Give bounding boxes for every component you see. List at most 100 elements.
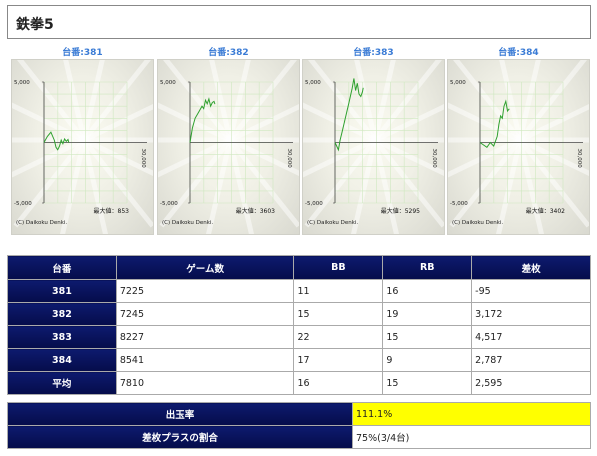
background-ray: [17, 60, 86, 142]
series-line: [334, 78, 364, 152]
graph-381[interactable]: 台番:381 5,000 -5,000 30,000 最大値：853 (C) Dai…: [11, 45, 154, 235]
background-ray: [518, 137, 589, 177]
cell-games: 8541: [115, 348, 295, 372]
background-ray: [308, 60, 377, 142]
col-header-diff: 差枚: [471, 255, 591, 280]
machine-table: 台番 ゲーム数 BB RB 差枚 381 7225 11 16 -95 382 …: [7, 255, 591, 395]
graph-panel: 5,000 -5,000 30,000 最大値：3402 (C) Daikoku D…: [447, 59, 590, 235]
y-tick-label: 5,000: [160, 80, 176, 86]
copyright: (C) Daikoku Denki.: [452, 220, 504, 226]
max-value-label: 最大値：3402: [525, 208, 565, 215]
col-header-games: ゲーム数: [115, 255, 295, 280]
graph-svg: 5,000 -5,000 30,000: [12, 60, 153, 234]
plus-ratio-label: 差枚プラスの割合: [7, 425, 353, 449]
graph-svg: 5,000 -5,000 30,000: [303, 60, 444, 234]
background-ray: [12, 102, 86, 143]
background-ray: [373, 137, 444, 177]
background-ray: [81, 60, 105, 141]
cell-diff: 2,787: [471, 348, 591, 372]
row-id: 平均: [7, 371, 117, 395]
cell-bb: 17: [293, 348, 384, 372]
cell-diff: -95: [471, 279, 591, 303]
plus-ratio-value: 75%(3/4台): [352, 425, 591, 449]
row-id: 383: [7, 325, 117, 349]
copyright: (C) Daikoku Denki.: [307, 220, 359, 226]
col-header-rb: RB: [382, 255, 473, 280]
summary-table: 出玉率 111.1% 差枚プラスの割合 75%(3/4台): [7, 402, 591, 449]
background-ray: [158, 137, 232, 178]
graph-label[interactable]: 台番:383: [353, 48, 394, 58]
background-ray: [81, 139, 109, 234]
series-line: [43, 131, 70, 151]
background-ray: [372, 60, 396, 141]
graph-383[interactable]: 台番:383 5,000 -5,000 30,000 最大値：5295 (C) Da…: [302, 45, 445, 235]
y-tick-label: 5,000: [450, 80, 466, 86]
x-tick-label: 30,000: [286, 149, 292, 169]
x-tick-label: 30,000: [576, 149, 582, 169]
background-ray: [517, 60, 541, 141]
table-row: 384 8541 17 9 2,787: [7, 348, 591, 372]
background-ray: [448, 137, 522, 178]
background-ray: [518, 103, 589, 143]
summary-row-plus: 差枚プラスの割合 75%(3/4台): [7, 425, 591, 449]
background-ray: [228, 60, 297, 142]
y-tick-label: -5,000: [450, 201, 468, 207]
payout-value: 111.1%: [352, 402, 591, 426]
col-header-bb: BB: [293, 255, 384, 280]
table-header-row: 台番 ゲーム数 BB RB 差枚: [7, 255, 591, 280]
graph-panel: 5,000 -5,000 30,000 最大値：853 (C) Daikoku De…: [11, 59, 154, 235]
background-ray: [82, 103, 153, 143]
table-row: 383 8227 22 15 4,517: [7, 325, 591, 349]
cell-bb: 16: [293, 371, 384, 395]
graph-label[interactable]: 台番:384: [498, 48, 539, 58]
background-ray: [158, 102, 232, 143]
payout-label: 出玉率: [7, 402, 353, 426]
y-tick-label: -5,000: [160, 201, 178, 207]
cell-bb: 22: [293, 325, 384, 349]
background-ray: [373, 103, 444, 143]
table-row: 382 7245 15 19 3,172: [7, 302, 591, 326]
background-ray: [453, 60, 522, 142]
graph-label[interactable]: 台番:382: [208, 48, 249, 58]
x-tick-label: 30,000: [140, 149, 146, 169]
cell-games: 7245: [115, 302, 295, 326]
graph-384[interactable]: 台番:384 5,000 -5,000 30,000 最大値：3402 (C) Da…: [447, 45, 590, 235]
background-ray: [373, 60, 442, 142]
graph-svg: 5,000 -5,000 30,000: [448, 60, 589, 234]
background-ray: [228, 103, 299, 143]
row-id: 381: [7, 279, 117, 303]
graph-strip: 台番:381 5,000 -5,000 30,000 最大値：853 (C) Dai…: [0, 45, 597, 235]
series-line: [189, 97, 216, 143]
col-header-id: 台番: [7, 255, 117, 280]
y-tick-label: -5,000: [305, 201, 323, 207]
cell-rb: 16: [382, 279, 473, 303]
row-id: 384: [7, 348, 117, 372]
graph-label[interactable]: 台番:381: [62, 48, 103, 58]
background-ray: [12, 137, 86, 178]
graph-panel: 5,000 -5,000 30,000 最大値：3603 (C) Daikoku D…: [157, 59, 300, 235]
background-ray: [517, 139, 545, 234]
cell-bb: 15: [293, 302, 384, 326]
cell-games: 8227: [115, 325, 295, 349]
background-ray: [163, 60, 232, 142]
y-tick-label: 5,000: [14, 80, 30, 86]
background-ray: [227, 139, 255, 234]
cell-games: 7225: [115, 279, 295, 303]
x-tick-label: 30,000: [431, 149, 437, 169]
row-id: 382: [7, 302, 117, 326]
copyright: (C) Daikoku Denki.: [162, 220, 214, 226]
background-ray: [448, 102, 522, 143]
series-line: [479, 99, 510, 148]
summary-row-payout: 出玉率 111.1%: [7, 402, 591, 426]
table-row: 381 7225 11 16 -95: [7, 279, 591, 303]
page-title: 鉄拳5: [7, 5, 591, 39]
background-ray: [303, 137, 377, 178]
cell-diff: 4,517: [471, 325, 591, 349]
cell-rb: 9: [382, 348, 473, 372]
table-row-average: 平均 7810 16 15 2,595: [7, 371, 591, 395]
max-value-label: 最大値：853: [93, 208, 129, 215]
graph-panel: 5,000 -5,000 30,000 最大値：5295 (C) Daikoku D…: [302, 59, 445, 235]
graph-382[interactable]: 台番:382 5,000 -5,000 30,000 最大値：3603 (C) Da…: [157, 45, 300, 235]
cell-diff: 2,595: [471, 371, 591, 395]
graph-svg: 5,000 -5,000 30,000: [158, 60, 299, 234]
